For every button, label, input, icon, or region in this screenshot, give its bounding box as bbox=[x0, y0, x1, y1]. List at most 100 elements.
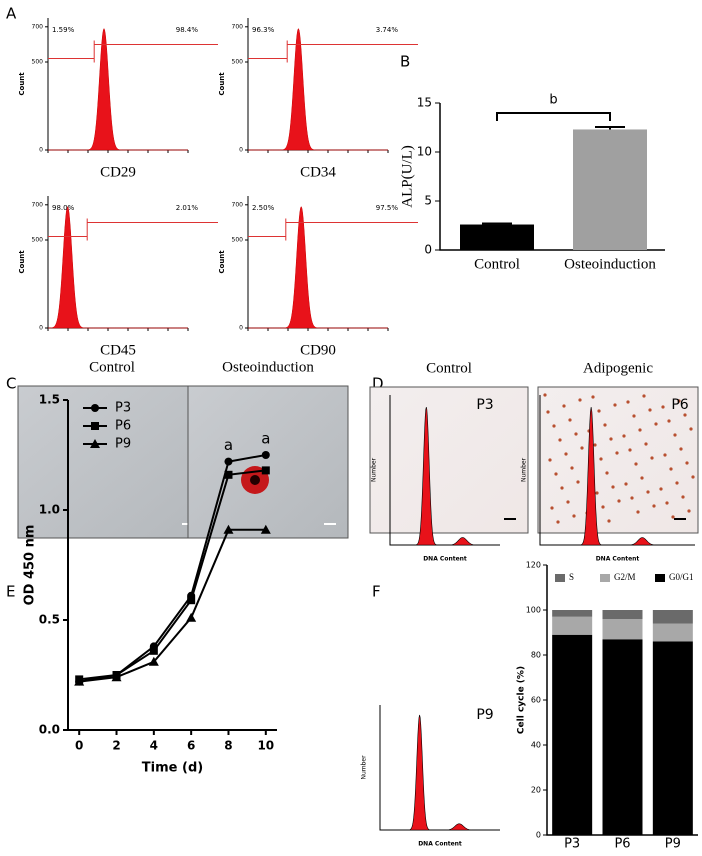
image-label: Control bbox=[426, 360, 472, 376]
stain bbox=[630, 496, 634, 500]
stain bbox=[667, 419, 671, 423]
legend-swatch bbox=[600, 574, 610, 582]
stain bbox=[677, 399, 681, 403]
stain bbox=[558, 438, 562, 442]
stain bbox=[617, 499, 621, 503]
stain bbox=[671, 515, 675, 519]
point bbox=[187, 596, 196, 605]
error-bar bbox=[595, 126, 625, 130]
panel-label: C bbox=[6, 375, 16, 393]
y-axis-label: Count bbox=[218, 250, 226, 274]
dna-y-label: Number bbox=[361, 755, 368, 780]
y-tick-label: 0 bbox=[239, 147, 243, 154]
histogram bbox=[380, 714, 500, 831]
legend-marker bbox=[91, 404, 99, 412]
gate bbox=[248, 40, 418, 63]
stain bbox=[566, 500, 570, 504]
axis bbox=[247, 18, 388, 151]
x-tick-label: 4 bbox=[150, 739, 158, 753]
micrograph bbox=[537, 386, 699, 534]
stain bbox=[580, 446, 584, 450]
stain bbox=[543, 393, 547, 397]
marker-label: CD90 bbox=[300, 342, 336, 358]
y-tick-label: 40 bbox=[531, 741, 541, 750]
gate bbox=[48, 218, 218, 241]
x-tick-label: P9 bbox=[665, 837, 681, 852]
stain bbox=[652, 504, 656, 508]
x-tick-label: 2 bbox=[112, 739, 120, 753]
axis bbox=[379, 705, 500, 831]
stain bbox=[597, 409, 601, 413]
image-label: Adipogenic bbox=[583, 360, 653, 376]
y-tick-label: 0 bbox=[536, 831, 541, 840]
legend-label: P9 bbox=[115, 437, 131, 452]
bar-segment bbox=[652, 623, 693, 642]
y-tick-label: 500 bbox=[232, 237, 244, 244]
stain bbox=[601, 505, 605, 509]
stain bbox=[644, 442, 648, 446]
panel-label: A bbox=[6, 5, 17, 23]
micrograph bbox=[369, 386, 529, 534]
point bbox=[149, 646, 158, 655]
y-tick-label: 5 bbox=[424, 194, 432, 208]
y-axis-label: OD 450 nm bbox=[23, 525, 38, 606]
stain bbox=[634, 462, 638, 466]
dna-x-label: DNA Content bbox=[423, 556, 467, 563]
gate-right: 97.5% bbox=[376, 204, 399, 212]
stain bbox=[576, 480, 580, 484]
histogram bbox=[248, 205, 388, 329]
legend-marker bbox=[90, 439, 100, 448]
stain bbox=[560, 486, 564, 490]
stain bbox=[599, 457, 603, 461]
stain bbox=[609, 437, 613, 441]
stain bbox=[638, 428, 642, 432]
point bbox=[148, 656, 159, 666]
y-tick-label: 20 bbox=[531, 786, 541, 795]
stain bbox=[663, 453, 667, 457]
marker-label: CD45 bbox=[100, 342, 136, 358]
point bbox=[111, 672, 122, 682]
gate-left: 96.3% bbox=[252, 26, 275, 34]
point bbox=[223, 524, 234, 534]
y-tick-label: 700 bbox=[232, 201, 244, 208]
legend-label: G0/G1 bbox=[669, 572, 694, 582]
marker-label: CD34 bbox=[300, 164, 336, 180]
y-tick-label: 0 bbox=[39, 325, 43, 332]
bar bbox=[573, 129, 647, 250]
y-tick-label: 100 bbox=[526, 606, 541, 615]
stain bbox=[681, 495, 685, 499]
stain bbox=[648, 408, 652, 412]
y-tick-label: 500 bbox=[232, 59, 244, 66]
stain bbox=[636, 510, 640, 514]
error-bar bbox=[482, 222, 512, 225]
bar-segment bbox=[552, 616, 593, 635]
stain bbox=[685, 461, 689, 465]
stain bbox=[605, 471, 609, 475]
y-tick-label: 700 bbox=[32, 23, 44, 30]
x-tick-label: 6 bbox=[187, 739, 195, 753]
y-tick-label: 120 bbox=[526, 561, 541, 570]
legend-swatch bbox=[655, 574, 665, 582]
y-tick-label: 10 bbox=[417, 145, 432, 159]
micrograph bbox=[17, 385, 207, 539]
point bbox=[224, 470, 233, 479]
panel-label: F bbox=[372, 583, 381, 601]
dna-plot-label: P6 bbox=[671, 397, 688, 413]
stain bbox=[546, 410, 550, 414]
point bbox=[260, 524, 271, 534]
stain bbox=[673, 433, 677, 437]
image-label: Osteoinduction bbox=[222, 359, 314, 375]
bar-segment bbox=[652, 641, 693, 835]
gate-right: 3.74% bbox=[376, 26, 399, 34]
line bbox=[79, 469, 266, 681]
stain bbox=[593, 443, 597, 447]
stain bbox=[578, 398, 582, 402]
y-tick-label: 60 bbox=[531, 696, 541, 705]
point bbox=[224, 457, 233, 466]
y-axis-label: Cell cycle (%) bbox=[517, 666, 527, 734]
dna-x-label: DNA Content bbox=[596, 556, 640, 563]
y-axis-label: Count bbox=[18, 72, 26, 96]
stain bbox=[691, 475, 695, 479]
y-tick-label: 0 bbox=[239, 325, 243, 332]
stain bbox=[615, 451, 619, 455]
